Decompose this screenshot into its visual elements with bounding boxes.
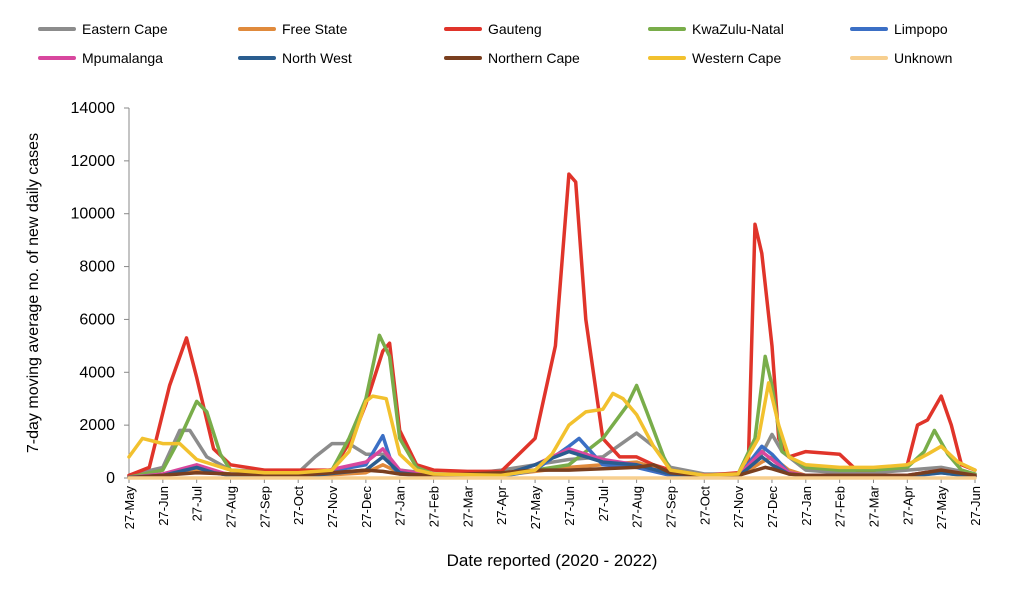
legend-item: Eastern Cape bbox=[38, 19, 168, 39]
x-tick-label: 27-Jan bbox=[393, 486, 408, 526]
x-tick-label: 27-Mar bbox=[866, 485, 881, 527]
x-tick-label: 27-Jun bbox=[968, 486, 983, 526]
legend-swatch bbox=[850, 56, 888, 60]
x-tick-label: 27-Nov bbox=[325, 486, 340, 528]
legend-label: Unknown bbox=[894, 50, 953, 66]
x-tick-label: 27-Nov bbox=[731, 486, 746, 528]
legend-swatch bbox=[444, 56, 482, 60]
legend-item: Northern Cape bbox=[444, 48, 580, 68]
legend-item: Gauteng bbox=[444, 19, 542, 39]
x-tick-label: 27-Aug bbox=[224, 486, 239, 528]
series-line bbox=[127, 381, 977, 478]
y-tick-label: 4000 bbox=[79, 364, 115, 381]
x-tick-label: 27-Jul bbox=[190, 486, 205, 522]
x-tick-label: 27-Feb bbox=[427, 486, 442, 527]
legend-label: North West bbox=[282, 50, 352, 66]
legend-swatch bbox=[38, 27, 76, 31]
legend-swatch bbox=[648, 27, 686, 31]
legend-item: KwaZulu-Natal bbox=[648, 19, 784, 39]
x-tick-label: 27-Apr bbox=[494, 485, 509, 525]
legend-label: KwaZulu-Natal bbox=[692, 21, 784, 37]
x-axis-title: Date reported (2020 - 2022) bbox=[447, 551, 658, 570]
x-tick-label: 27-May bbox=[934, 486, 949, 530]
legend-item: Limpopo bbox=[850, 19, 948, 39]
x-tick-label: 27-Mar bbox=[460, 485, 475, 527]
x-tick-label: 27-May bbox=[122, 486, 137, 530]
legend: Eastern Cape Free State Gauteng KwaZulu-Nat… bbox=[0, 0, 1024, 80]
y-tick-label: 6000 bbox=[79, 311, 115, 328]
legend-swatch bbox=[238, 56, 276, 60]
legend-label: Western Cape bbox=[692, 50, 782, 66]
y-tick-label: 14000 bbox=[71, 100, 116, 117]
legend-swatch bbox=[38, 56, 76, 60]
legend-label: Limpopo bbox=[894, 21, 948, 37]
x-tick-label: 27-Oct bbox=[291, 486, 306, 525]
legend-swatch bbox=[850, 27, 888, 31]
x-tick-label: 27-Dec bbox=[765, 486, 780, 528]
x-tick-label: 27-Jun bbox=[156, 486, 171, 526]
y-tick-label: 10000 bbox=[71, 206, 116, 223]
legend-label: Gauteng bbox=[488, 21, 542, 37]
x-tick-label: 27-Sep bbox=[663, 486, 678, 528]
y-axis-title: 7-day moving average no. of new daily ca… bbox=[25, 133, 42, 453]
x-tick-label: 27-Oct bbox=[697, 486, 712, 525]
legend-label: Mpumalanga bbox=[82, 50, 163, 66]
legend-label: Free State bbox=[282, 21, 348, 37]
legend-item: North West bbox=[238, 48, 352, 68]
legend-swatch bbox=[444, 27, 482, 31]
x-tick-label: 27-Jan bbox=[799, 486, 814, 526]
legend-label: Eastern Cape bbox=[82, 21, 168, 37]
x-tick-label: 27-Feb bbox=[833, 486, 848, 527]
x-tick-label: 27-Sep bbox=[257, 486, 272, 528]
legend-label: Northern Cape bbox=[488, 50, 580, 66]
legend-item: Western Cape bbox=[648, 48, 781, 68]
x-tick-label: 27-Dec bbox=[359, 486, 374, 528]
legend-item: Free State bbox=[238, 19, 347, 39]
legend-swatch bbox=[648, 56, 686, 60]
series-line bbox=[127, 172, 977, 478]
x-tick-label: 27-Jul bbox=[596, 486, 611, 522]
legend-swatch bbox=[238, 27, 276, 31]
y-tick-label: 0 bbox=[106, 470, 115, 487]
x-tick-label: 27-Aug bbox=[630, 486, 645, 528]
legend-item: Unknown bbox=[850, 48, 952, 68]
x-tick-label: 27-May bbox=[528, 486, 543, 530]
x-tick-label: 27-Jun bbox=[562, 486, 577, 526]
legend-item: Mpumalanga bbox=[38, 48, 163, 68]
x-tick-label: 27-Apr bbox=[900, 485, 915, 525]
y-tick-label: 8000 bbox=[79, 259, 115, 276]
y-tick-label: 2000 bbox=[79, 417, 115, 434]
series-line bbox=[127, 463, 977, 480]
y-tick-label: 12000 bbox=[71, 153, 116, 170]
